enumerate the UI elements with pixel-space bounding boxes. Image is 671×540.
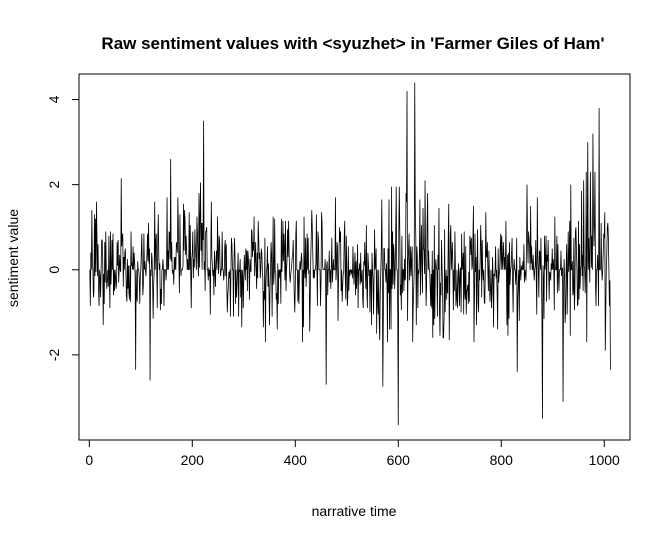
x-axis: 0 200 400 600 800 1000 xyxy=(85,439,620,468)
x-axis-label: narrative time xyxy=(312,503,397,519)
series-line-sentiment xyxy=(89,82,611,426)
x-tick-label: 0 xyxy=(85,452,93,468)
y-tick-label: -2 xyxy=(46,348,62,361)
y-axis-label: sentiment value xyxy=(5,209,21,307)
x-tick-label: 200 xyxy=(181,452,205,468)
x-tick-label: 1000 xyxy=(589,452,620,468)
chart-title: Raw sentiment values with <syuzhet> in '… xyxy=(101,34,604,53)
y-tick-label: 4 xyxy=(46,95,62,103)
series-group xyxy=(89,82,611,426)
x-tick-label: 400 xyxy=(284,452,308,468)
y-axis: -2 0 2 4 xyxy=(46,95,80,361)
x-tick-label: 600 xyxy=(387,452,411,468)
y-tick-label: 0 xyxy=(46,266,62,274)
x-tick-label: 800 xyxy=(490,452,514,468)
y-tick-label: 2 xyxy=(46,181,62,189)
